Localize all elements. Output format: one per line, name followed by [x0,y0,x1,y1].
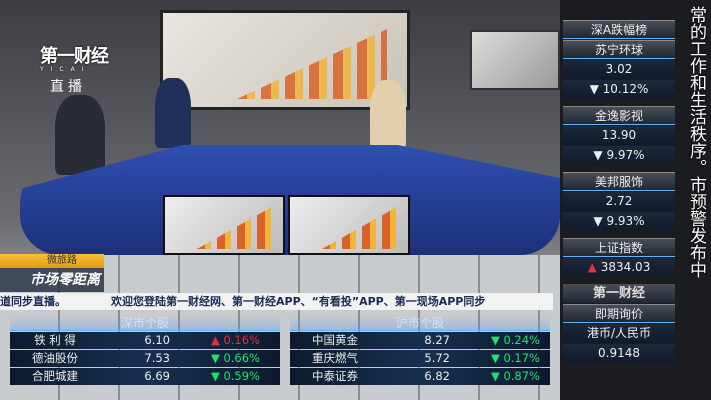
stock-price: 8.27 [424,333,450,347]
stock-name: 重庆燃气 [312,351,358,365]
table-title: 沪市个股 [290,315,550,331]
sidebar-stock-change: ▼ 10.12% [563,80,675,99]
stock-price: 6.10 [144,333,170,347]
table-row: 铁 利 得 6.10 ▲ 0.16% [10,332,280,349]
stock-change: ▼ 0.59% [210,369,260,383]
studio-side-screen [470,30,560,90]
table-row: 合肥城建 6.69 ▼ 0.59% [10,368,280,385]
guest [55,95,105,175]
stock-name: 合肥城建 [32,369,78,383]
triangle-down-icon: ▼ [490,351,504,365]
sz-stock-table: 深市个股 铁 利 得 6.10 ▲ 0.16% 德油股份 7.53 ▼ 0.66% 合肥城建… [10,315,280,385]
triangle-down-icon: ▼ [490,333,504,347]
stock-price: 6.69 [144,369,170,383]
index-name: 上证指数 [563,238,675,257]
triangle-down-icon: ▼ [589,82,603,96]
stock-name: 德油股份 [32,351,78,365]
program-name: 市场零距离 [0,268,104,292]
triangle-down-icon: ▼ [210,351,224,365]
studio-video [0,0,560,400]
host-left [155,78,191,148]
sidebar-stock-change: ▼ 9.97% [563,146,675,165]
table-title: 深市个股 [10,315,280,331]
table-row: 中泰证券 6.82 ▼ 0.87% [290,368,550,385]
live-label: 直播 [50,79,86,95]
sidebar-stock-price: 3.02 [563,60,675,79]
channel-logo: 第一财经 YICAI [40,46,109,73]
sidebar-stock-name: 苏宁环球 [563,40,675,59]
table-row: 重庆燃气 5.72 ▼ 0.17% [290,350,550,367]
triangle-up-icon: ▲ [587,260,601,274]
host-right [370,80,406,150]
stock-change: ▲ 0.16% [210,333,260,347]
sh-stock-table: 沪市个股 中国黄金 8.27 ▼ 0.24% 重庆燃气 5.72 ▼ 0.17% 中泰证券 6… [290,315,550,385]
fx-title: 即期询价 [563,304,675,323]
stock-price: 5.72 [424,351,450,365]
sidebar-stock-name: 金逸影视 [563,106,675,125]
table-row: 中国黄金 8.27 ▼ 0.24% [290,332,550,349]
program-badge: 微旅路 市场零距离 [0,254,104,292]
desk-screen-left [163,195,285,255]
sidebar-title: 深A跌幅榜 [563,20,675,39]
stock-price: 6.82 [424,369,450,383]
stock-name: 中泰证券 [312,369,358,383]
sidebar-stock-name: 美邦服饰 [563,172,675,191]
stock-change: ▼ 0.24% [490,333,540,347]
triangle-down-icon: ▼ [210,369,224,383]
stock-price: 7.53 [144,351,170,365]
ticker-segment: 欢迎您登陆第一财经网、第一财经APP、“有看投”APP、第一现场APP同步 [111,295,486,308]
vertical-caption: 常的工作和生活秩序。市预警发布中 [686,6,706,278]
stock-name: 铁 利 得 [34,333,76,347]
stock-name: 中国黄金 [312,333,358,347]
stock-change: ▼ 0.17% [490,351,540,365]
stock-change: ▼ 0.66% [210,351,260,365]
table-row: 德油股份 7.53 ▼ 0.66% [10,350,280,367]
program-tag: 微旅路 [0,254,104,268]
triangle-down-icon: ▼ [593,214,607,228]
stock-change: ▼ 0.87% [490,369,540,383]
studio-wall-screen [160,10,410,110]
ticker-segment: 道同步直播。 [0,295,66,308]
sidebar-stock-change: ▼ 9.93% [563,212,675,231]
fx-value: 0.9148 [563,344,675,363]
sidebar-stock-price: 13.90 [563,126,675,145]
fx-pair: 港币/人民币 [563,324,675,343]
triangle-up-icon: ▲ [210,333,224,347]
news-ticker: 道同步直播。 欢迎您登陆第一财经网、第一财经APP、“有看投”APP、第一现场AP… [0,293,553,310]
sidebar-panel: 深A跌幅榜 苏宁环球 3.02 ▼ 10.12% 金逸影视 13.90 ▼ 9.97% 美邦… [563,20,675,364]
sidebar-stock-price: 2.72 [563,192,675,211]
triangle-down-icon: ▼ [593,148,607,162]
sidebar-logo: 第一财经 [563,284,675,303]
desk-screen-right [288,195,410,255]
triangle-down-icon: ▼ [490,369,504,383]
index-value: ▲ 3834.03 [563,258,675,277]
